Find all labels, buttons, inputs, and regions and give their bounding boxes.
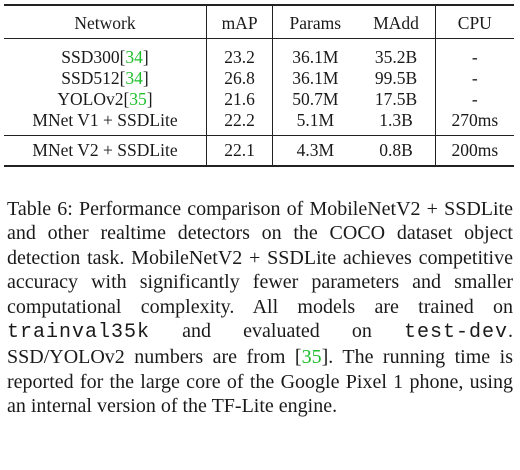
citation-link[interactable]: 35: [129, 89, 147, 109]
table-row-highlight: MNet V2 + SSDLite 22.1 4.3M 0.8B 200ms: [4, 135, 514, 167]
madd-cell-bold: 0.8B: [357, 135, 436, 167]
code-test-dev: test-dev: [403, 321, 508, 345]
map-cell: 22.2: [205, 110, 273, 136]
madd-cell: 1.3B: [379, 110, 413, 130]
table-row: SSD512[34] 26.8 36.1M 99.5B -: [4, 68, 514, 89]
params-cell: 36.1M: [272, 68, 358, 89]
network-cell: MNet V1 + SSDLite: [32, 110, 178, 130]
header-network: Network: [4, 4, 207, 39]
params-cell: 5.1M: [272, 110, 358, 136]
header-madd: MAdd: [357, 4, 436, 39]
cpu-cell: 200ms: [434, 135, 514, 167]
caption-text: ]. The running time is reported for the …: [7, 346, 513, 418]
cpu-cell: -: [434, 38, 514, 68]
network-name: SSD512: [61, 68, 120, 88]
map-cell: 22.1: [205, 135, 273, 167]
caption-text: . SSD/YOLOv2 numbers are from [: [7, 320, 513, 369]
citation-link[interactable]: 34: [125, 47, 143, 67]
params-cell: 36.1M: [272, 38, 358, 68]
network-name: YOLOv2: [57, 89, 124, 109]
map-cell: 23.2: [205, 38, 273, 68]
madd-cell: 35.2B: [374, 47, 418, 67]
header-params: Params: [272, 4, 358, 39]
comparison-table: Network mAP Params MAdd CPU SSD300[34] 2…: [4, 4, 514, 167]
table-row: YOLOv2[35] 21.6 50.7M 17.5B -: [4, 89, 514, 110]
caption-text: Table 6: Performance comparison of Mobil…: [7, 198, 513, 318]
madd-cell: 99.5B: [374, 68, 418, 88]
header-map: mAP: [205, 4, 273, 39]
network-cell: MNet V2 + SSDLite: [4, 135, 207, 167]
map-cell: 21.6: [205, 89, 273, 110]
citation-link[interactable]: 34: [125, 68, 143, 88]
network-cell: SSD300[34]: [61, 47, 149, 67]
cpu-cell: 270ms: [434, 110, 514, 136]
cpu-cell: -: [434, 89, 514, 110]
network-cell: YOLOv2[35]: [57, 89, 153, 109]
code-trainval35k: trainval35k: [7, 321, 151, 345]
header-cpu: CPU: [434, 4, 514, 39]
table-row: SSD300[34] 23.2 36.1M 35.2B -: [4, 38, 514, 68]
map-cell: 26.8: [205, 68, 273, 89]
header-row: Network mAP Params MAdd CPU: [4, 4, 514, 39]
params-cell-bold: 4.3M: [272, 135, 358, 167]
table-row: MNet V1 + SSDLite 22.2 5.1M 1.3B 270ms: [4, 110, 514, 136]
citation-link[interactable]: 35: [301, 346, 322, 369]
results-table: Network mAP Params MAdd CPU SSD300[34] 2…: [4, 4, 514, 167]
cpu-cell: -: [434, 68, 514, 89]
params-cell: 50.7M: [272, 89, 358, 110]
madd-cell: 17.5B: [374, 89, 418, 109]
table-caption: Table 6: Performance comparison of Mobil…: [7, 197, 513, 419]
network-cell: SSD512[34]: [61, 68, 149, 88]
network-name: SSD300: [61, 47, 120, 67]
caption-text: and evaluated on: [150, 320, 404, 343]
